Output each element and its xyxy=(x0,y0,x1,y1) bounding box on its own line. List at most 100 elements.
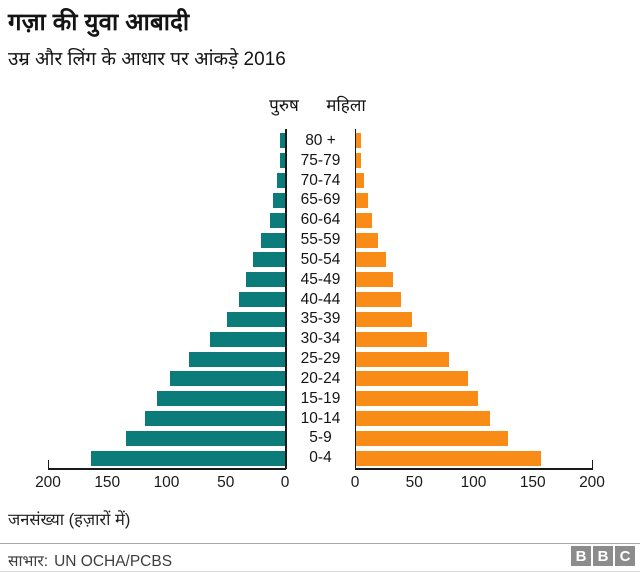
female-bar xyxy=(355,232,378,248)
male-bar xyxy=(261,232,285,248)
age-group-row: 60-64 xyxy=(287,210,354,230)
male-bar-row xyxy=(48,309,285,329)
male-bar-row xyxy=(48,369,285,389)
age-group-row: 30-34 xyxy=(287,329,354,349)
x-tick-label: 150 xyxy=(519,474,546,491)
x-tick-label: 100 xyxy=(153,474,180,491)
age-group-label: 75-79 xyxy=(300,151,341,169)
male-bar xyxy=(126,430,285,446)
male-bar xyxy=(273,192,285,208)
male-bar xyxy=(90,450,285,466)
male-axis-end-tick xyxy=(47,460,49,468)
female-bars-column xyxy=(355,131,592,468)
female-bar xyxy=(355,391,479,407)
age-group-row: 75-79 xyxy=(287,151,354,171)
female-bar-row xyxy=(355,428,592,448)
female-bar xyxy=(355,192,369,208)
age-group-row: 0-4 xyxy=(287,448,354,468)
age-group-label: 55-59 xyxy=(300,231,341,249)
male-bar xyxy=(276,173,285,189)
female-bar xyxy=(355,371,468,387)
female-bar xyxy=(355,173,365,189)
x-tick-label: 200 xyxy=(579,474,605,491)
age-labels-column: 80 + 75-79 70-74 65-69 60-64 55-59 50-54 45-49 4… xyxy=(287,131,354,468)
legend-female-label: महिला xyxy=(326,96,366,115)
age-group-label: 5-9 xyxy=(309,429,332,447)
x-tick-label: 50 xyxy=(405,474,423,491)
female-bar-row xyxy=(355,210,592,230)
age-group-label: 70-74 xyxy=(300,171,341,189)
male-bars-column xyxy=(48,131,285,468)
female-bar-row xyxy=(355,389,592,409)
female-bar xyxy=(355,133,361,149)
age-group-row: 35-39 xyxy=(287,309,354,329)
axis-caption: जनसंख्या (हज़ारों में) xyxy=(8,511,131,529)
female-bar xyxy=(355,153,361,169)
x-tick-label: 0 xyxy=(350,474,360,491)
male-bar-row xyxy=(48,329,285,349)
male-bar xyxy=(170,371,285,387)
male-bar-row xyxy=(48,210,285,230)
male-bar-row xyxy=(48,409,285,429)
female-bar-row xyxy=(355,409,592,429)
female-bar-row xyxy=(355,349,592,369)
female-bar-row xyxy=(355,151,592,171)
chart-subtitle: उम्र और लिंग के आधार पर आंकड़े 2016 xyxy=(8,49,286,70)
female-bar xyxy=(355,212,372,228)
female-bar xyxy=(355,450,542,466)
female-axis-end-tick xyxy=(591,460,593,468)
female-bar xyxy=(355,351,449,367)
male-bar xyxy=(280,153,285,169)
age-group-label: 60-64 xyxy=(300,211,341,229)
age-group-label: 15-19 xyxy=(300,389,341,407)
female-bar xyxy=(355,272,393,288)
source-label: साभार: xyxy=(8,553,49,570)
x-tick-label: 0 xyxy=(280,474,290,491)
male-bar-row xyxy=(48,389,285,409)
source-value: UN OCHA/PCBS xyxy=(54,553,173,570)
age-group-label: 10-14 xyxy=(300,409,341,427)
x-tick-label: 50 xyxy=(217,474,235,491)
age-group-label: 45-49 xyxy=(300,270,341,288)
age-group-row: 55-59 xyxy=(287,230,354,250)
female-bar xyxy=(355,331,428,347)
age-group-row: 20-24 xyxy=(287,369,354,389)
age-group-label: 20-24 xyxy=(300,369,341,387)
age-group-row: 25-29 xyxy=(287,349,354,369)
age-group-label: 50-54 xyxy=(300,250,341,268)
age-group-label: 25-29 xyxy=(300,350,341,368)
source-line: साभार: UN OCHA/PCBS xyxy=(8,549,178,571)
female-bar-row xyxy=(355,230,592,250)
male-bar-row xyxy=(48,349,285,369)
male-bar-row xyxy=(48,190,285,210)
footer-divider xyxy=(0,543,640,544)
female-bar xyxy=(355,430,508,446)
male-bar-row xyxy=(48,151,285,171)
female-bar-row xyxy=(355,190,592,210)
female-bar xyxy=(355,411,491,426)
age-group-row: 5-9 xyxy=(287,428,354,448)
male-bar xyxy=(245,272,285,288)
male-bar-row xyxy=(48,290,285,310)
chart-title: गज़ा की युवा आबादी xyxy=(8,9,190,36)
age-group-row: 50-54 xyxy=(287,250,354,270)
age-group-row: 10-14 xyxy=(287,409,354,429)
male-bar-row xyxy=(48,230,285,250)
age-group-row: 45-49 xyxy=(287,270,354,290)
female-bar xyxy=(355,252,386,268)
male-bar xyxy=(280,133,285,149)
population-pyramid-plot: 80 + 75-79 70-74 65-69 60-64 55-59 50-54 45-49 4… xyxy=(0,129,640,496)
female-bar-row xyxy=(355,369,592,389)
x-tick-label: 150 xyxy=(94,474,121,491)
male-bar-row xyxy=(48,131,285,151)
female-x-axis-line xyxy=(354,468,593,470)
male-bar-row xyxy=(48,171,285,191)
age-group-row: 65-69 xyxy=(287,190,354,210)
legend-male-label: पुरुष xyxy=(269,96,299,115)
male-bar-row xyxy=(48,270,285,290)
age-group-row: 70-74 xyxy=(287,171,354,191)
female-zero-axis-line xyxy=(354,129,356,469)
male-bar xyxy=(210,331,285,347)
